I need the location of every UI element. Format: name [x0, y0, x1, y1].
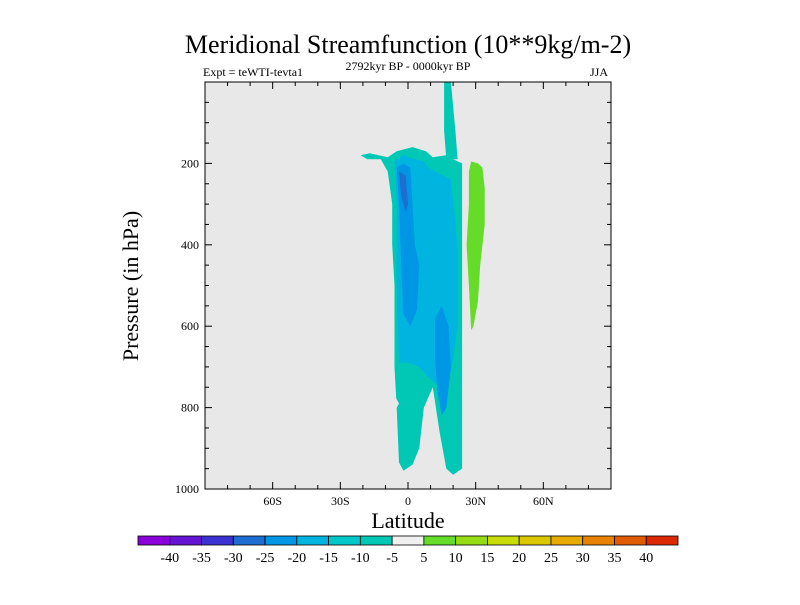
colorbar-box [582, 535, 615, 546]
x-ticks: 60S 30S 0 30N 60N [227, 82, 589, 508]
season-label: JJA [590, 65, 608, 79]
colorbar-label: 20 [512, 551, 526, 566]
contour-cell-plus5 [466, 161, 485, 331]
colorbar-box [296, 535, 329, 546]
colorbar-box [201, 535, 234, 546]
expt-label: Expt = teWTI-tevta1 [203, 65, 303, 79]
colorbar-label: 35 [607, 551, 621, 566]
colorbar-box [614, 535, 647, 546]
colorbar-label: -10 [351, 551, 370, 566]
colorbar-box [518, 535, 552, 546]
colorbar-box [359, 535, 393, 546]
colorbar-label: -35 [192, 551, 211, 566]
colorbar-box [328, 535, 361, 546]
contour-cell-minus25 [399, 171, 408, 213]
x-tick-label: 30N [465, 494, 486, 508]
x-tick-label: 0 [405, 494, 411, 508]
chart-title: Meridional Streamfunction (10**9kg/m-2) [185, 30, 631, 59]
y-tick-label: 800 [181, 401, 199, 415]
colorbar-label: 25 [544, 551, 558, 566]
colorbar-label: -30 [224, 551, 243, 566]
colorbar-labels: -40 -35 -30 -25 -20 -15 -10 -5 5 10 15 20 25 30 35 40 [160, 551, 653, 566]
colorbar-label: -5 [386, 551, 398, 566]
colorbar-box [645, 535, 679, 546]
colorbar-label: 40 [639, 551, 653, 566]
x-tick-label: 60N [533, 494, 554, 508]
x-tick-label: 60S [263, 494, 282, 508]
y-axis-label: Pressure (in hPa) [118, 211, 143, 361]
y-tick-label: 1000 [175, 482, 199, 496]
colorbar-label: 30 [576, 551, 590, 566]
contour-hole-minus5 [390, 395, 399, 412]
colorbar-box [455, 535, 488, 546]
colorbar-box [232, 535, 266, 546]
contour-regions [360, 82, 485, 475]
colorbar [137, 535, 679, 546]
contour-cell-minus20 [396, 163, 420, 327]
colorbar-box [169, 535, 202, 546]
period-label: 2792kyr BP - 0000kyr BP [346, 59, 471, 73]
colorbar-label: 5 [420, 551, 427, 566]
colorbar-label: 10 [449, 551, 463, 566]
y-tick-label: 400 [181, 238, 199, 252]
colorbar-label: -25 [256, 551, 275, 566]
y-tick-label: 200 [181, 156, 199, 170]
x-axis-label: Latitude [371, 508, 444, 533]
colorbar-label: -20 [287, 551, 306, 566]
y-ticks: 200 400 600 800 1000 [175, 101, 611, 496]
contour-cell-minus20-low [435, 305, 451, 416]
contour-jet-minus10 [444, 82, 458, 160]
x-tick-label: 30S [331, 494, 350, 508]
colorbar-box [550, 535, 584, 546]
colorbar-label: -40 [160, 551, 179, 566]
colorbar-label: -15 [319, 551, 338, 566]
colorbar-box [391, 535, 425, 546]
colorbar-box [264, 535, 298, 546]
y-tick-label: 600 [181, 319, 199, 333]
colorbar-box [423, 535, 457, 546]
colorbar-box [137, 535, 171, 546]
colorbar-label: 15 [480, 551, 494, 566]
colorbar-box [487, 535, 520, 546]
